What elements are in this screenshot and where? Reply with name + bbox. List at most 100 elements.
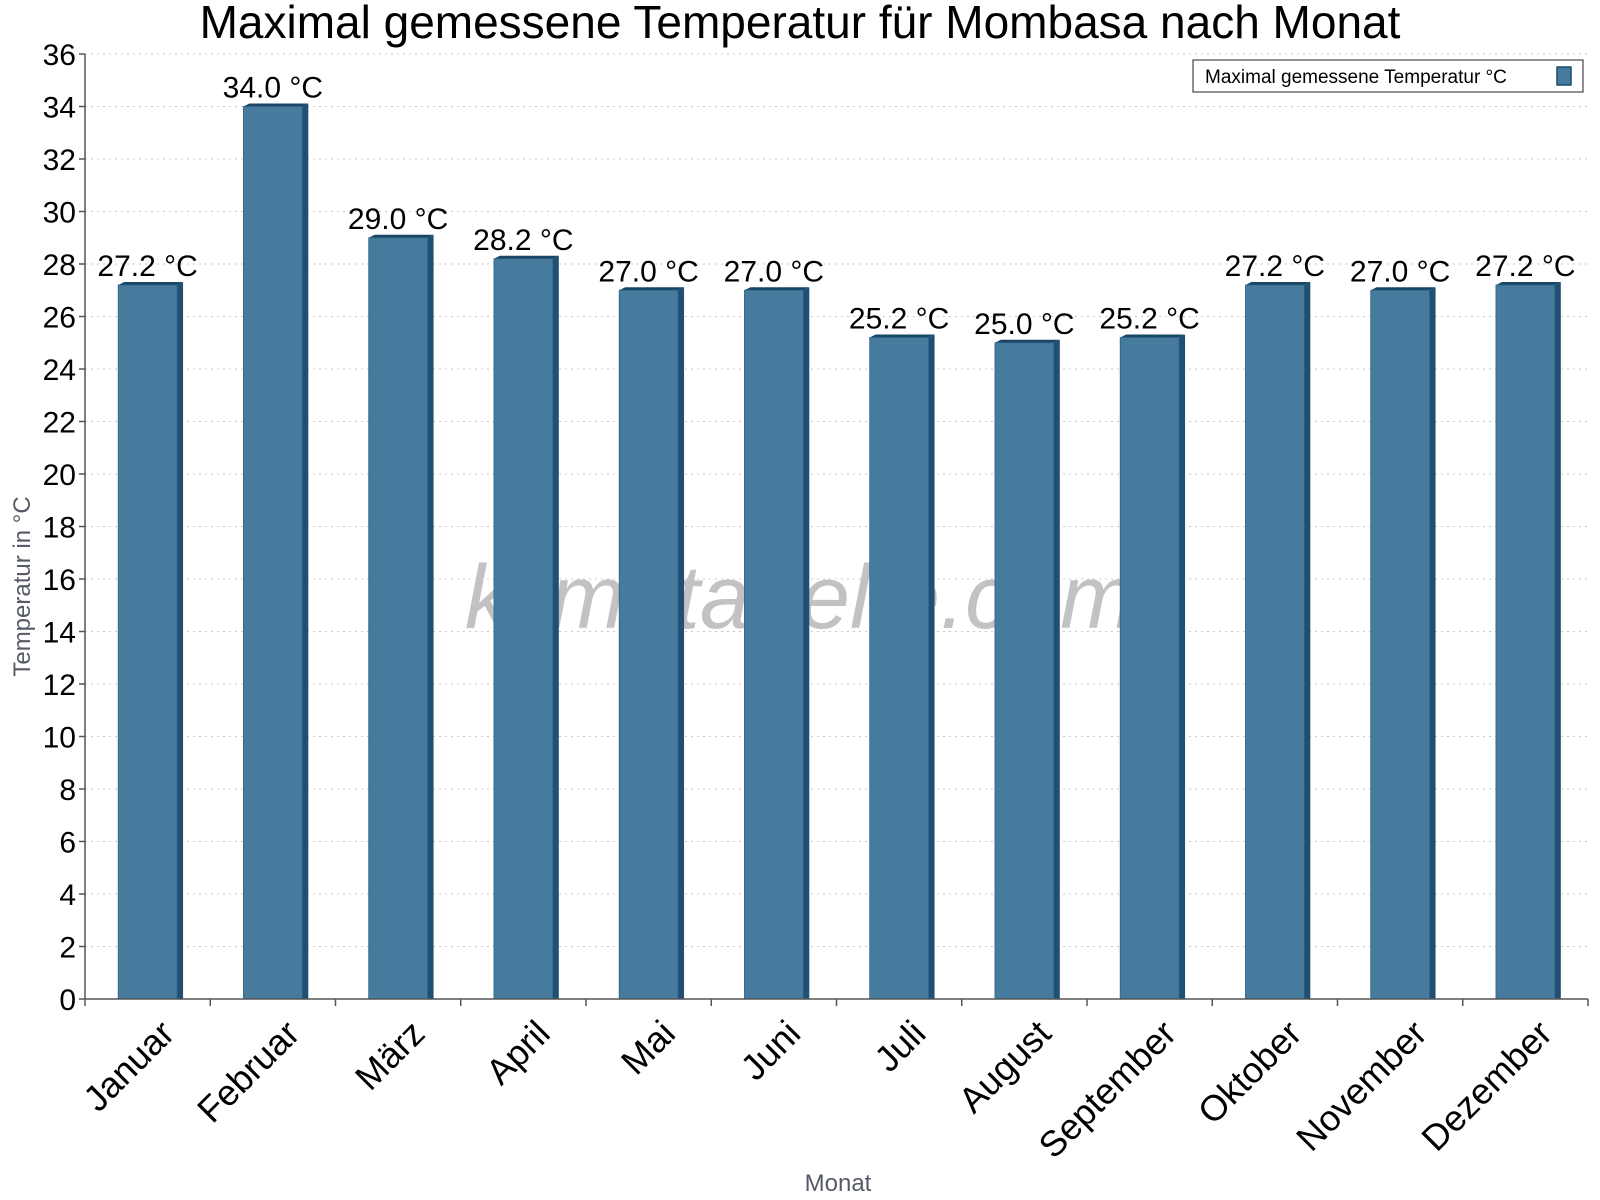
y-tick-label: 2 — [59, 932, 76, 965]
bar-top — [619, 287, 685, 291]
bar-side — [678, 287, 685, 999]
bar-front — [243, 106, 303, 1000]
x-tick-label: Juni — [733, 1012, 809, 1088]
bar-side — [1304, 282, 1311, 999]
y-tick-label: 30 — [43, 197, 76, 230]
x-tick-label: Mai — [613, 1012, 683, 1082]
bar-top — [869, 334, 935, 338]
bar-top — [243, 103, 309, 107]
y-tick-label: 10 — [43, 722, 76, 755]
value-label: 27.0 °C — [1350, 255, 1450, 288]
bar-top — [1370, 287, 1436, 291]
y-tick-label: 4 — [59, 879, 76, 912]
y-tick-label: 22 — [43, 407, 76, 440]
value-label: 34.0 °C — [223, 72, 323, 105]
bar-top — [1120, 334, 1186, 338]
grid-lines — [85, 53, 1588, 947]
x-axis-title: Monat — [805, 1170, 872, 1197]
bar-side — [928, 334, 935, 999]
y-tick-label: 34 — [43, 92, 76, 125]
y-tick-label: 8 — [59, 774, 76, 807]
bar-top — [368, 234, 434, 238]
bar-side — [1429, 287, 1436, 999]
bar — [1245, 282, 1311, 1000]
value-label: 25.2 °C — [1099, 303, 1199, 336]
bar-top — [118, 282, 184, 285]
value-label: 25.2 °C — [849, 303, 949, 336]
bar-side — [1179, 334, 1186, 999]
bar — [1495, 282, 1561, 1000]
bar — [1370, 287, 1436, 1000]
bar-top — [994, 339, 1060, 343]
y-tick-label: 6 — [59, 827, 76, 860]
bar-side — [1053, 339, 1060, 999]
bar — [869, 334, 935, 1000]
bar-top — [744, 287, 810, 291]
y-tick-label: 14 — [43, 617, 76, 650]
x-tick-label: Juli — [866, 1012, 933, 1079]
bars — [117, 103, 1561, 1000]
x-tick-label: November — [1288, 1012, 1434, 1158]
y-tick-label: 16 — [43, 564, 76, 597]
value-labels: 27.2 °C 34.0 °C 29.0 °C 28.2 °C 27.0 °C 27.0 … — [97, 72, 1575, 341]
bar — [368, 234, 434, 1000]
x-tick-label: Dezember — [1413, 1012, 1559, 1158]
y-tick-label: 12 — [43, 669, 76, 702]
bar-front — [368, 237, 428, 1000]
y-tick-label: 24 — [43, 354, 76, 387]
bar-side — [302, 103, 309, 999]
x-tick-label: September — [1030, 1012, 1184, 1166]
bar — [618, 287, 685, 1000]
value-label: 27.2 °C — [97, 250, 197, 283]
bar-front — [493, 258, 554, 1000]
bar-front — [744, 289, 804, 1000]
legend-swatch — [1556, 66, 1572, 86]
x-tick-label: Oktober — [1190, 1012, 1310, 1132]
bar-top — [1495, 282, 1561, 285]
y-axis-title: Temperatur in °C — [9, 496, 36, 676]
bar-front — [1370, 289, 1430, 1000]
x-axis-ticks: Januar Februar März April Mai Juni Juli AugustS… — [75, 999, 1589, 1166]
x-tick-label: April — [478, 1012, 558, 1092]
y-tick-label: 0 — [59, 984, 76, 1017]
x-tick-label: Februar — [189, 1012, 307, 1130]
bar — [994, 339, 1060, 1000]
bar-side — [803, 287, 810, 999]
legend-box — [1192, 59, 1584, 93]
bar — [493, 255, 559, 1000]
bar-front — [994, 342, 1055, 1000]
bar — [243, 103, 309, 1000]
value-label: 27.2 °C — [1225, 250, 1325, 283]
bar — [744, 287, 810, 1000]
x-tick-label: August — [950, 1012, 1058, 1120]
y-tick-label: 26 — [43, 302, 76, 335]
bar-side — [427, 234, 434, 999]
bar-front — [1495, 284, 1556, 1000]
bar — [117, 282, 184, 1000]
bar-side — [1554, 282, 1561, 999]
value-label: 25.0 °C — [974, 308, 1074, 341]
bar-front — [117, 284, 178, 1000]
bar-side — [552, 255, 559, 999]
y-tick-label: 32 — [43, 144, 76, 177]
bar-top — [1245, 282, 1311, 285]
y-tick-label: 36 — [43, 39, 76, 72]
value-label: 27.2 °C — [1475, 250, 1575, 283]
value-label: 27.0 °C — [724, 255, 824, 288]
y-tick-label: 20 — [43, 459, 76, 492]
x-tick-label: Januar — [75, 1012, 182, 1119]
bar-side — [177, 282, 184, 999]
bar-front — [869, 337, 929, 1000]
bar-front — [618, 289, 679, 1000]
value-label: 27.0 °C — [598, 255, 698, 288]
legend-label: Maximal gemessene Temperatur °C — [1205, 67, 1507, 88]
value-label: 28.2 °C — [473, 224, 573, 257]
value-label: 29.0 °C — [348, 203, 448, 236]
bar-front — [1119, 337, 1180, 1000]
legend: Maximal gemessene Temperatur °C — [1192, 59, 1584, 93]
y-tick-label: 28 — [43, 249, 76, 282]
bar-top — [493, 255, 559, 259]
x-tick-label: März — [347, 1012, 433, 1098]
